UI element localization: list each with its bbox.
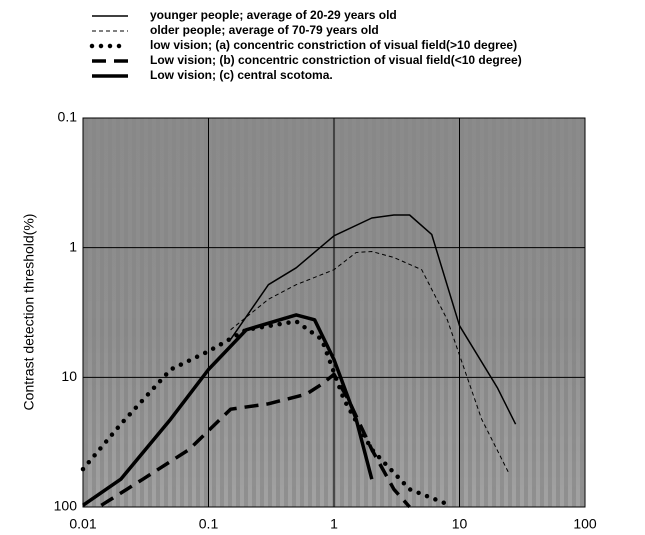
- x-tick-label: 100: [573, 516, 597, 532]
- x-tick-label: 1: [330, 516, 338, 532]
- data-line: [100, 372, 411, 509]
- legend-label: Low vision; (b) concentric constriction …: [150, 53, 522, 67]
- x-tick-label: 0.01: [69, 516, 96, 532]
- x-tick-label: 0.1: [199, 516, 219, 532]
- data-line: [230, 251, 510, 475]
- legend-label: older people; average of 70-79 years old: [150, 23, 379, 37]
- data-line: [229, 214, 517, 425]
- y-tick-label: 0.1: [58, 109, 78, 125]
- legend-label: younger people; average of 20-29 years o…: [150, 8, 397, 22]
- data-line: [80, 319, 450, 507]
- y-tick-label: 100: [54, 498, 78, 514]
- y-axis-label: Contrast detection threshold(%): [21, 214, 37, 411]
- plot-frame: [82, 117, 586, 508]
- legend-label: low vision; (a) concentric constriction …: [150, 38, 517, 52]
- x-tick-label: 10: [452, 516, 468, 532]
- y-tick-label: 1: [69, 238, 77, 254]
- data-line: [82, 313, 374, 507]
- legend-label: Low vision; (c) central scotoma.: [150, 68, 333, 82]
- y-tick-label: 10: [61, 368, 77, 384]
